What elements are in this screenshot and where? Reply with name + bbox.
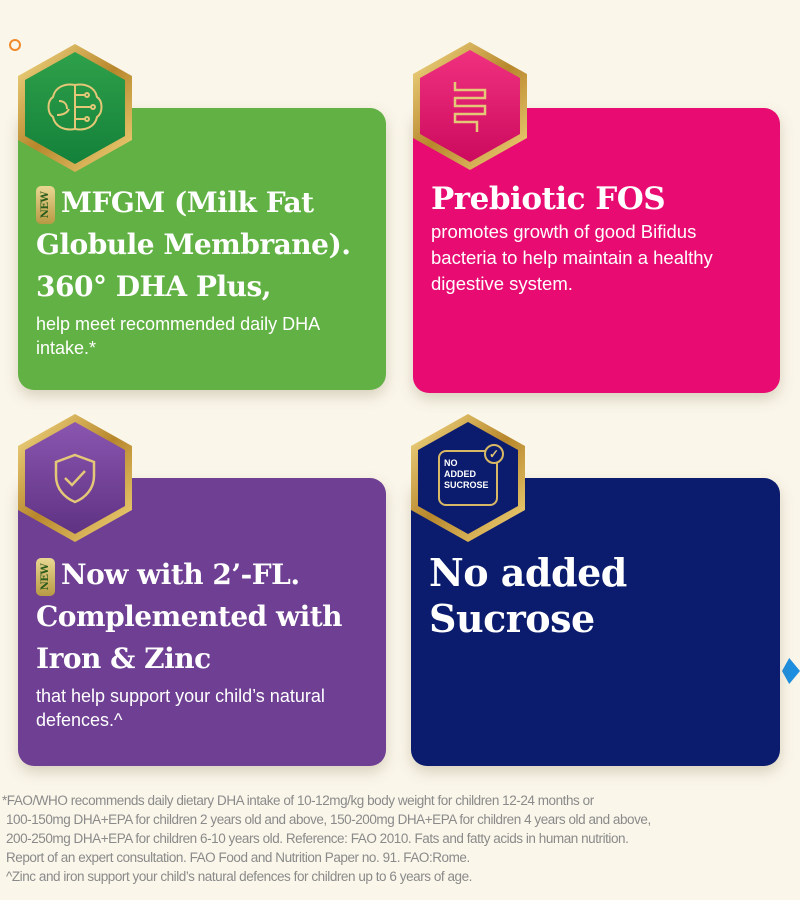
- card-prebiotic-fos: Prebiotic FOS promotes growth of good Bi…: [413, 108, 780, 393]
- footnote-line: Report of an expert consultation. FAO Fo…: [6, 850, 470, 865]
- footnotes: *FAO/WHO recommends daily dietary DHA in…: [2, 791, 800, 886]
- check-icon: ✓: [484, 444, 504, 464]
- footnote-line: ^Zinc and iron support your child’s natu…: [6, 869, 472, 884]
- card-mfgm: NEW MFGM (Milk Fat Globule Membrane). 360…: [18, 108, 386, 390]
- footnote-line: 100-150mg DHA+EPA for children 2 years o…: [6, 812, 651, 827]
- decorative-shape: [782, 658, 800, 684]
- card-body: promotes growth of good Bifidus bacteria…: [431, 221, 713, 294]
- decorative-ring: [9, 39, 21, 51]
- card-title: No added Sucrose: [429, 550, 627, 641]
- footnote-line: *FAO/WHO recommends daily dietary DHA in…: [2, 793, 594, 808]
- footnote-line: 200-250mg DHA+EPA for children 6-10 year…: [6, 831, 629, 846]
- card-title: Prebiotic FOS: [431, 181, 666, 217]
- new-badge: NEW: [36, 557, 55, 596]
- brain-circuit-icon: [18, 44, 132, 172]
- card-body: help meet recommended daily DHA intake.*: [36, 314, 320, 358]
- new-badge: NEW: [36, 185, 55, 224]
- card-title: NEW Now with 2’-FL. Complemented with Iro…: [36, 557, 343, 675]
- card-body: that help support your child’s natural d…: [36, 686, 325, 730]
- card-title: NEW MFGM (Milk Fat Globule Membrane). 360…: [36, 185, 351, 303]
- no-added-sucrose-label: NO ADDED SUCROSE ✓: [438, 444, 504, 506]
